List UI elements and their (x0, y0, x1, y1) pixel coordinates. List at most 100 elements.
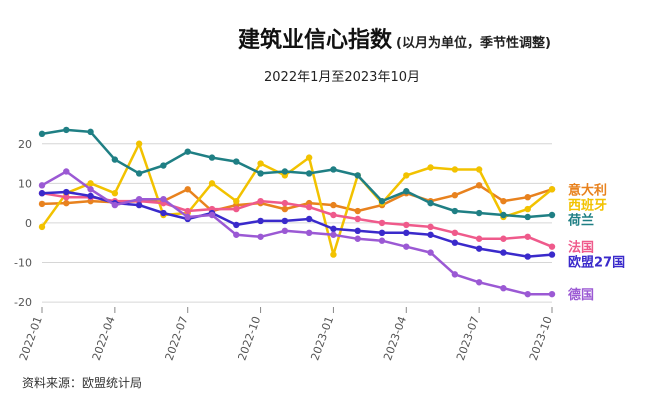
series-line (40, 184, 554, 213)
data-point (475, 209, 483, 217)
data-point (281, 168, 289, 175)
data-point (403, 188, 410, 195)
data-point (135, 201, 143, 209)
data-point (87, 180, 94, 187)
data-point (330, 166, 337, 173)
chart-title-note: (以月为单位，季节性调整) (396, 36, 551, 51)
data-point (475, 166, 483, 173)
data-point (500, 285, 507, 292)
data-point (330, 251, 337, 258)
chart-title-text: 建筑业信心指数 (238, 28, 393, 53)
data-point (233, 158, 240, 165)
data-point (330, 201, 337, 209)
data-point (354, 227, 361, 235)
data-point (184, 213, 191, 221)
data-point (135, 140, 143, 147)
data-point (427, 223, 434, 231)
chart-title: 建筑业信心指数 (以月为单位，季节性调整) (238, 22, 551, 54)
data-point (63, 168, 70, 175)
data-point (281, 217, 289, 225)
data-point (475, 279, 483, 286)
data-point (135, 195, 143, 203)
data-point (63, 199, 70, 207)
data-point (281, 199, 289, 207)
data-point (184, 148, 191, 155)
data-point (403, 229, 410, 237)
x-tick-label: 2023-07 (454, 315, 482, 363)
data-point (281, 205, 289, 213)
data-point (378, 197, 386, 205)
data-point (524, 205, 531, 213)
data-point (524, 213, 531, 221)
data-point (63, 193, 70, 201)
data-point (38, 130, 46, 138)
data-point (281, 227, 289, 235)
data-point (378, 229, 386, 237)
x-tick-label: 2022-01 (17, 315, 45, 363)
data-point (184, 186, 191, 193)
data-point (500, 249, 507, 256)
data-point (427, 231, 434, 238)
data-point (378, 237, 386, 244)
x-tick-label: 2022-04 (90, 315, 118, 363)
x-tick-label: 2023-10 (527, 315, 555, 363)
data-point (160, 195, 167, 203)
data-point (378, 219, 386, 227)
data-point (330, 225, 337, 233)
source-note: 资料来源：欧盟统计局 (22, 376, 143, 390)
data-point (135, 170, 143, 177)
data-point (451, 207, 459, 215)
legend-label: 欧盟27国 (568, 255, 625, 271)
data-point (475, 182, 483, 189)
data-point (233, 205, 240, 213)
data-point (524, 233, 531, 240)
data-point (548, 186, 556, 193)
legend-label: 荷兰 (567, 212, 594, 228)
series-line (40, 128, 554, 219)
series-line (40, 142, 554, 256)
data-point (403, 172, 410, 179)
y-tick-label: -10 (14, 257, 32, 270)
data-point (427, 164, 434, 171)
data-point (330, 231, 337, 238)
data-point (500, 211, 507, 219)
data-point (87, 186, 94, 193)
data-point (524, 290, 531, 298)
data-point (233, 221, 240, 229)
chart-subtitle: 2022年1月至2023年10月 (264, 70, 420, 85)
data-point (330, 211, 337, 219)
data-point (548, 211, 556, 219)
data-point (500, 197, 507, 205)
data-point (524, 253, 531, 260)
y-tick-label: 10 (18, 177, 32, 190)
data-point (354, 207, 361, 215)
data-point (257, 233, 264, 240)
series-line (40, 170, 554, 296)
data-point (403, 221, 410, 229)
data-point (305, 229, 313, 237)
data-point (475, 235, 483, 242)
legend-label: 法国 (568, 240, 594, 256)
data-point (257, 170, 264, 177)
data-point (305, 154, 313, 161)
data-point (451, 239, 459, 246)
data-point (208, 154, 216, 161)
data-point (548, 251, 556, 258)
data-point (524, 193, 531, 201)
data-point (354, 172, 361, 179)
y-tick-label: -20 (14, 296, 32, 309)
data-point (208, 211, 216, 219)
data-point (427, 249, 434, 256)
data-point (403, 243, 410, 250)
data-point (451, 229, 459, 237)
data-point (87, 128, 94, 136)
series-line (40, 190, 554, 258)
data-point (354, 215, 361, 223)
data-point (208, 180, 216, 187)
data-point (548, 243, 556, 250)
data-point (305, 215, 313, 223)
legend-label: 西班牙 (568, 197, 607, 213)
x-tick-label: 2023-01 (308, 315, 336, 363)
data-point (38, 182, 46, 189)
